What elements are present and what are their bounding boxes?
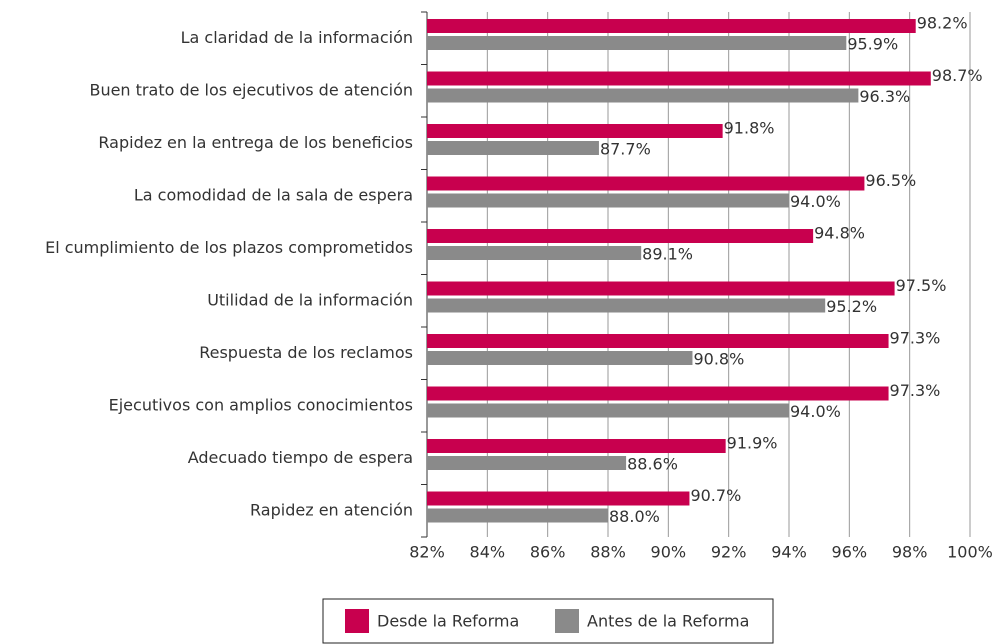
bar: [427, 176, 865, 191]
bar: [427, 141, 599, 155]
value-label: 90.8%: [693, 350, 744, 369]
bar: [427, 229, 814, 243]
value-label: 90.7%: [690, 486, 741, 505]
x-tick-label: 86%: [530, 543, 566, 562]
y-tick-label: Buen trato de los ejecutivos de atención: [89, 80, 413, 99]
x-tick-label: 98%: [892, 543, 928, 562]
y-tick-label: Adecuado tiempo de espera: [188, 448, 413, 467]
y-tick-label: La comodidad de la sala de espera: [134, 185, 413, 204]
x-tick-label: 94%: [771, 543, 807, 562]
value-label: 98.7%: [932, 66, 983, 85]
bar: [427, 508, 608, 523]
value-label: 94.0%: [790, 402, 841, 421]
bar: [427, 298, 826, 313]
y-tick-label: Rapidez en la entrega de los beneficios: [98, 133, 413, 152]
y-tick-label: Utilidad de la información: [207, 290, 413, 309]
bar: [427, 351, 693, 365]
x-tick-label: 90%: [651, 543, 687, 562]
x-tick-label: 84%: [470, 543, 506, 562]
bar: [427, 491, 690, 506]
value-label: 88.6%: [627, 455, 678, 474]
value-label: 97.3%: [890, 329, 941, 348]
value-label: 89.1%: [642, 245, 693, 264]
value-label: 96.3%: [859, 87, 910, 106]
legend-label: Antes de la Reforma: [587, 612, 749, 631]
y-tick-label: Ejecutivos con amplios conocimientos: [109, 395, 413, 414]
value-label: 94.0%: [790, 192, 841, 211]
x-tick-label: 92%: [711, 543, 747, 562]
value-label: 98.2%: [917, 14, 968, 33]
y-tick-label: La claridad de la información: [181, 28, 413, 47]
bar: [427, 403, 789, 418]
legend-swatch: [345, 609, 369, 633]
value-label: 95.2%: [826, 297, 877, 316]
bar: [427, 36, 847, 50]
x-tick-label: 100%: [947, 543, 993, 562]
value-label: 87.7%: [600, 140, 651, 159]
x-tick-label: 96%: [832, 543, 868, 562]
legend-label: Desde la Reforma: [377, 612, 519, 631]
value-label: 96.5%: [865, 171, 916, 190]
bar: [427, 71, 931, 86]
value-label: 88.0%: [609, 507, 660, 526]
bar: [427, 439, 726, 453]
value-label: 91.9%: [727, 434, 778, 453]
legend-box: [322, 598, 774, 644]
bar: [427, 456, 627, 470]
y-tick-label: El cumplimiento de los plazos comprometi…: [45, 238, 413, 257]
bar: [427, 124, 723, 138]
bar: [427, 386, 889, 401]
bar: [427, 88, 859, 103]
x-tick-label: 82%: [409, 543, 445, 562]
value-label: 95.9%: [847, 35, 898, 54]
value-label: 97.5%: [896, 276, 947, 295]
bar: [427, 193, 789, 208]
bar: [427, 246, 642, 260]
bar: [427, 19, 916, 33]
y-tick-label: Rapidez en atención: [250, 500, 413, 519]
x-tick-label: 88%: [590, 543, 626, 562]
value-label: 91.8%: [724, 119, 775, 138]
value-label: 97.3%: [890, 381, 941, 400]
y-tick-label: Respuesta de los reclamos: [199, 343, 413, 362]
bar: [427, 281, 895, 296]
legend-swatch: [555, 609, 579, 633]
value-label: 94.8%: [814, 224, 865, 243]
bar: [427, 334, 889, 348]
